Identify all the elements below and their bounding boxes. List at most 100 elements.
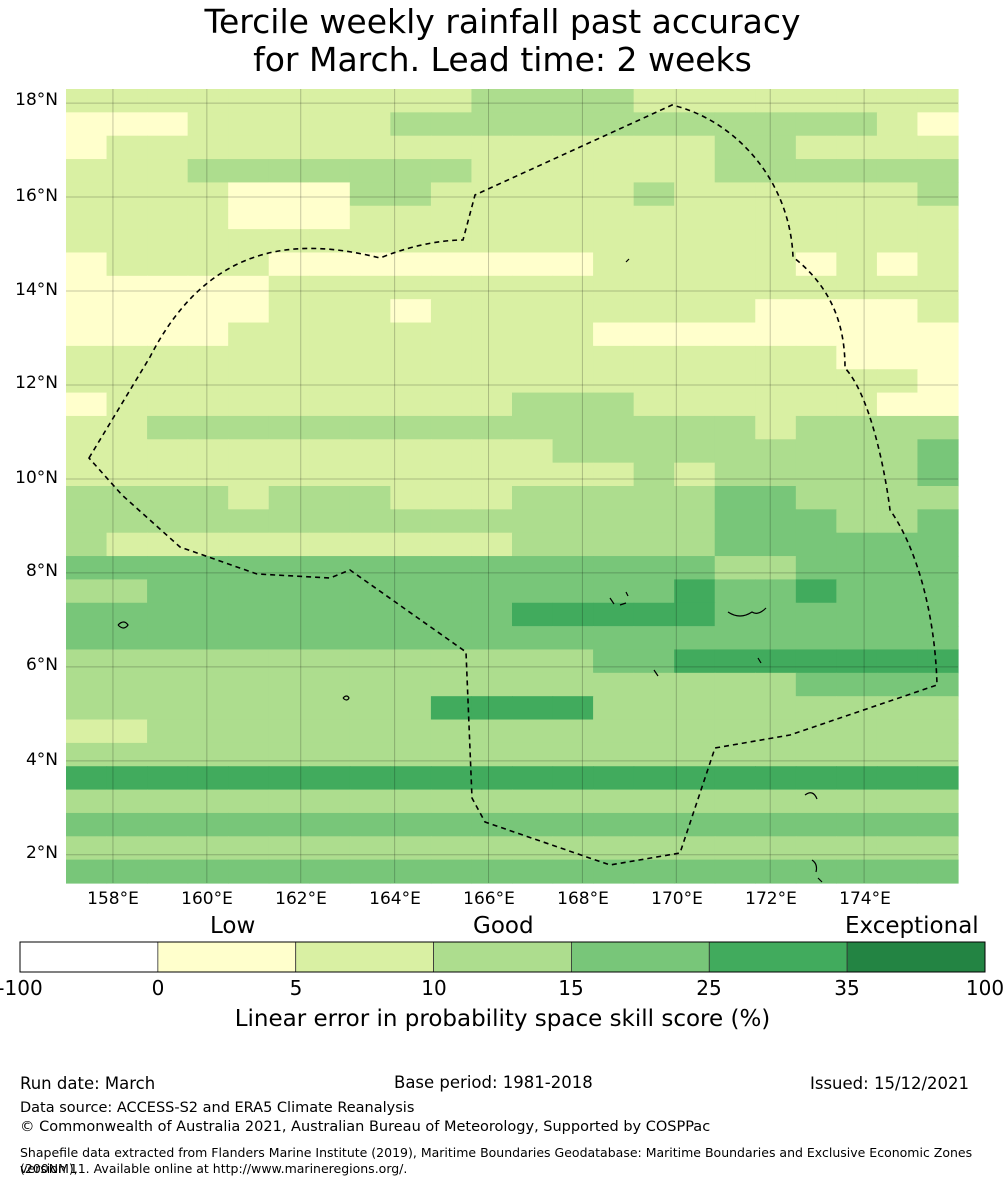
grid-cell xyxy=(430,486,473,510)
grid-cell xyxy=(147,462,189,487)
grid-cell xyxy=(552,532,594,557)
grid-cell xyxy=(633,252,675,277)
grid-cell xyxy=(268,439,310,464)
grid-cell xyxy=(106,112,148,137)
grid-cell xyxy=(674,486,716,510)
grid-cell xyxy=(876,486,919,510)
grid-cell xyxy=(836,836,878,861)
grid-cell xyxy=(106,299,148,324)
grid-cell xyxy=(795,89,837,113)
grid-cell xyxy=(471,205,513,230)
grid-cell xyxy=(147,252,189,277)
grid-cell xyxy=(228,532,270,557)
grid-cell xyxy=(714,742,756,767)
grid-cell xyxy=(795,672,837,697)
grid-cell xyxy=(633,742,675,767)
grid-cell xyxy=(674,649,716,674)
grid-cell xyxy=(836,112,878,137)
grid-cell xyxy=(917,789,959,814)
grid-cell xyxy=(512,299,554,324)
grid-cell xyxy=(430,135,473,160)
grid-cell xyxy=(106,252,148,277)
grid-cell xyxy=(147,742,189,767)
grid-cell xyxy=(755,89,797,113)
grid-cell xyxy=(876,626,919,651)
grid-cell xyxy=(917,579,959,604)
grid-cell xyxy=(593,182,635,207)
grid-cell xyxy=(633,392,675,417)
grid-cell xyxy=(349,439,391,464)
grid-cell xyxy=(349,859,391,884)
grid-cell xyxy=(309,252,351,277)
grid-cell xyxy=(471,345,513,370)
grid-cell xyxy=(633,602,675,627)
grid-cell xyxy=(714,836,756,861)
grid-cell xyxy=(876,766,919,791)
grid-cell xyxy=(471,462,513,487)
grid-cell xyxy=(106,275,148,300)
grid-cell xyxy=(430,112,473,137)
grid-cell xyxy=(593,252,635,277)
grid-cell xyxy=(876,509,919,534)
grid-cell xyxy=(430,322,473,347)
grid-cell xyxy=(917,859,959,884)
grid-cell xyxy=(66,649,108,674)
colorbar-tick: 35 xyxy=(834,976,860,1000)
grid-cell xyxy=(471,275,513,300)
grid-cell xyxy=(795,789,837,814)
grid-cell xyxy=(674,696,716,721)
grid-cell xyxy=(390,696,432,721)
grid-cell xyxy=(390,486,432,510)
grid-cell xyxy=(309,486,351,510)
grid-cell xyxy=(633,229,675,254)
grid-cell xyxy=(633,299,675,324)
grid-cell xyxy=(430,812,473,837)
grid-cell xyxy=(836,392,878,417)
grid-cell xyxy=(795,112,837,137)
grid-cell xyxy=(309,812,351,837)
grid-cell xyxy=(593,672,635,697)
grid-cell xyxy=(755,229,797,254)
colorbar-tick: 0 xyxy=(151,976,165,1000)
grid-cell xyxy=(268,742,310,767)
grid-cell xyxy=(268,89,310,113)
grid-cell xyxy=(836,415,878,440)
grid-cell xyxy=(228,696,270,721)
island xyxy=(653,657,762,677)
grid-cell xyxy=(876,182,919,207)
grid-cell xyxy=(187,509,229,534)
grid-cell xyxy=(430,159,473,184)
grid-cell xyxy=(187,579,229,604)
grid-cell xyxy=(471,229,513,254)
grid-cell xyxy=(106,649,148,674)
grid-cell xyxy=(876,252,919,277)
colorbar-segment xyxy=(157,941,297,973)
grid-cell xyxy=(147,369,189,394)
grid-cell xyxy=(349,415,391,440)
grid-cell xyxy=(66,275,108,300)
grid-cell xyxy=(390,672,432,697)
grid-cell xyxy=(755,182,797,207)
grid-cell xyxy=(714,229,756,254)
grid-cell xyxy=(512,486,554,510)
grid-cell xyxy=(390,159,432,184)
grid-cell xyxy=(106,486,148,510)
grid-cell xyxy=(755,112,797,137)
grid-cell xyxy=(390,462,432,487)
grid-cell xyxy=(309,415,351,440)
grid-cell xyxy=(633,626,675,651)
grid-cell xyxy=(471,486,513,510)
grid-cell xyxy=(147,275,189,300)
grid-cell xyxy=(674,602,716,627)
lat-label: 4°N xyxy=(25,750,58,770)
map-title-line-2: for March. Lead time: 2 weeks xyxy=(253,40,752,79)
grid-cell xyxy=(268,626,310,651)
grid-cell xyxy=(228,439,270,464)
grid-cell xyxy=(836,696,878,721)
grid-cell xyxy=(552,322,594,347)
grid-cell xyxy=(228,486,270,510)
grid-cell xyxy=(917,742,959,767)
category-exceptional: Exceptional xyxy=(845,913,979,939)
grid-cell xyxy=(552,626,594,651)
grid-cell xyxy=(795,579,837,604)
